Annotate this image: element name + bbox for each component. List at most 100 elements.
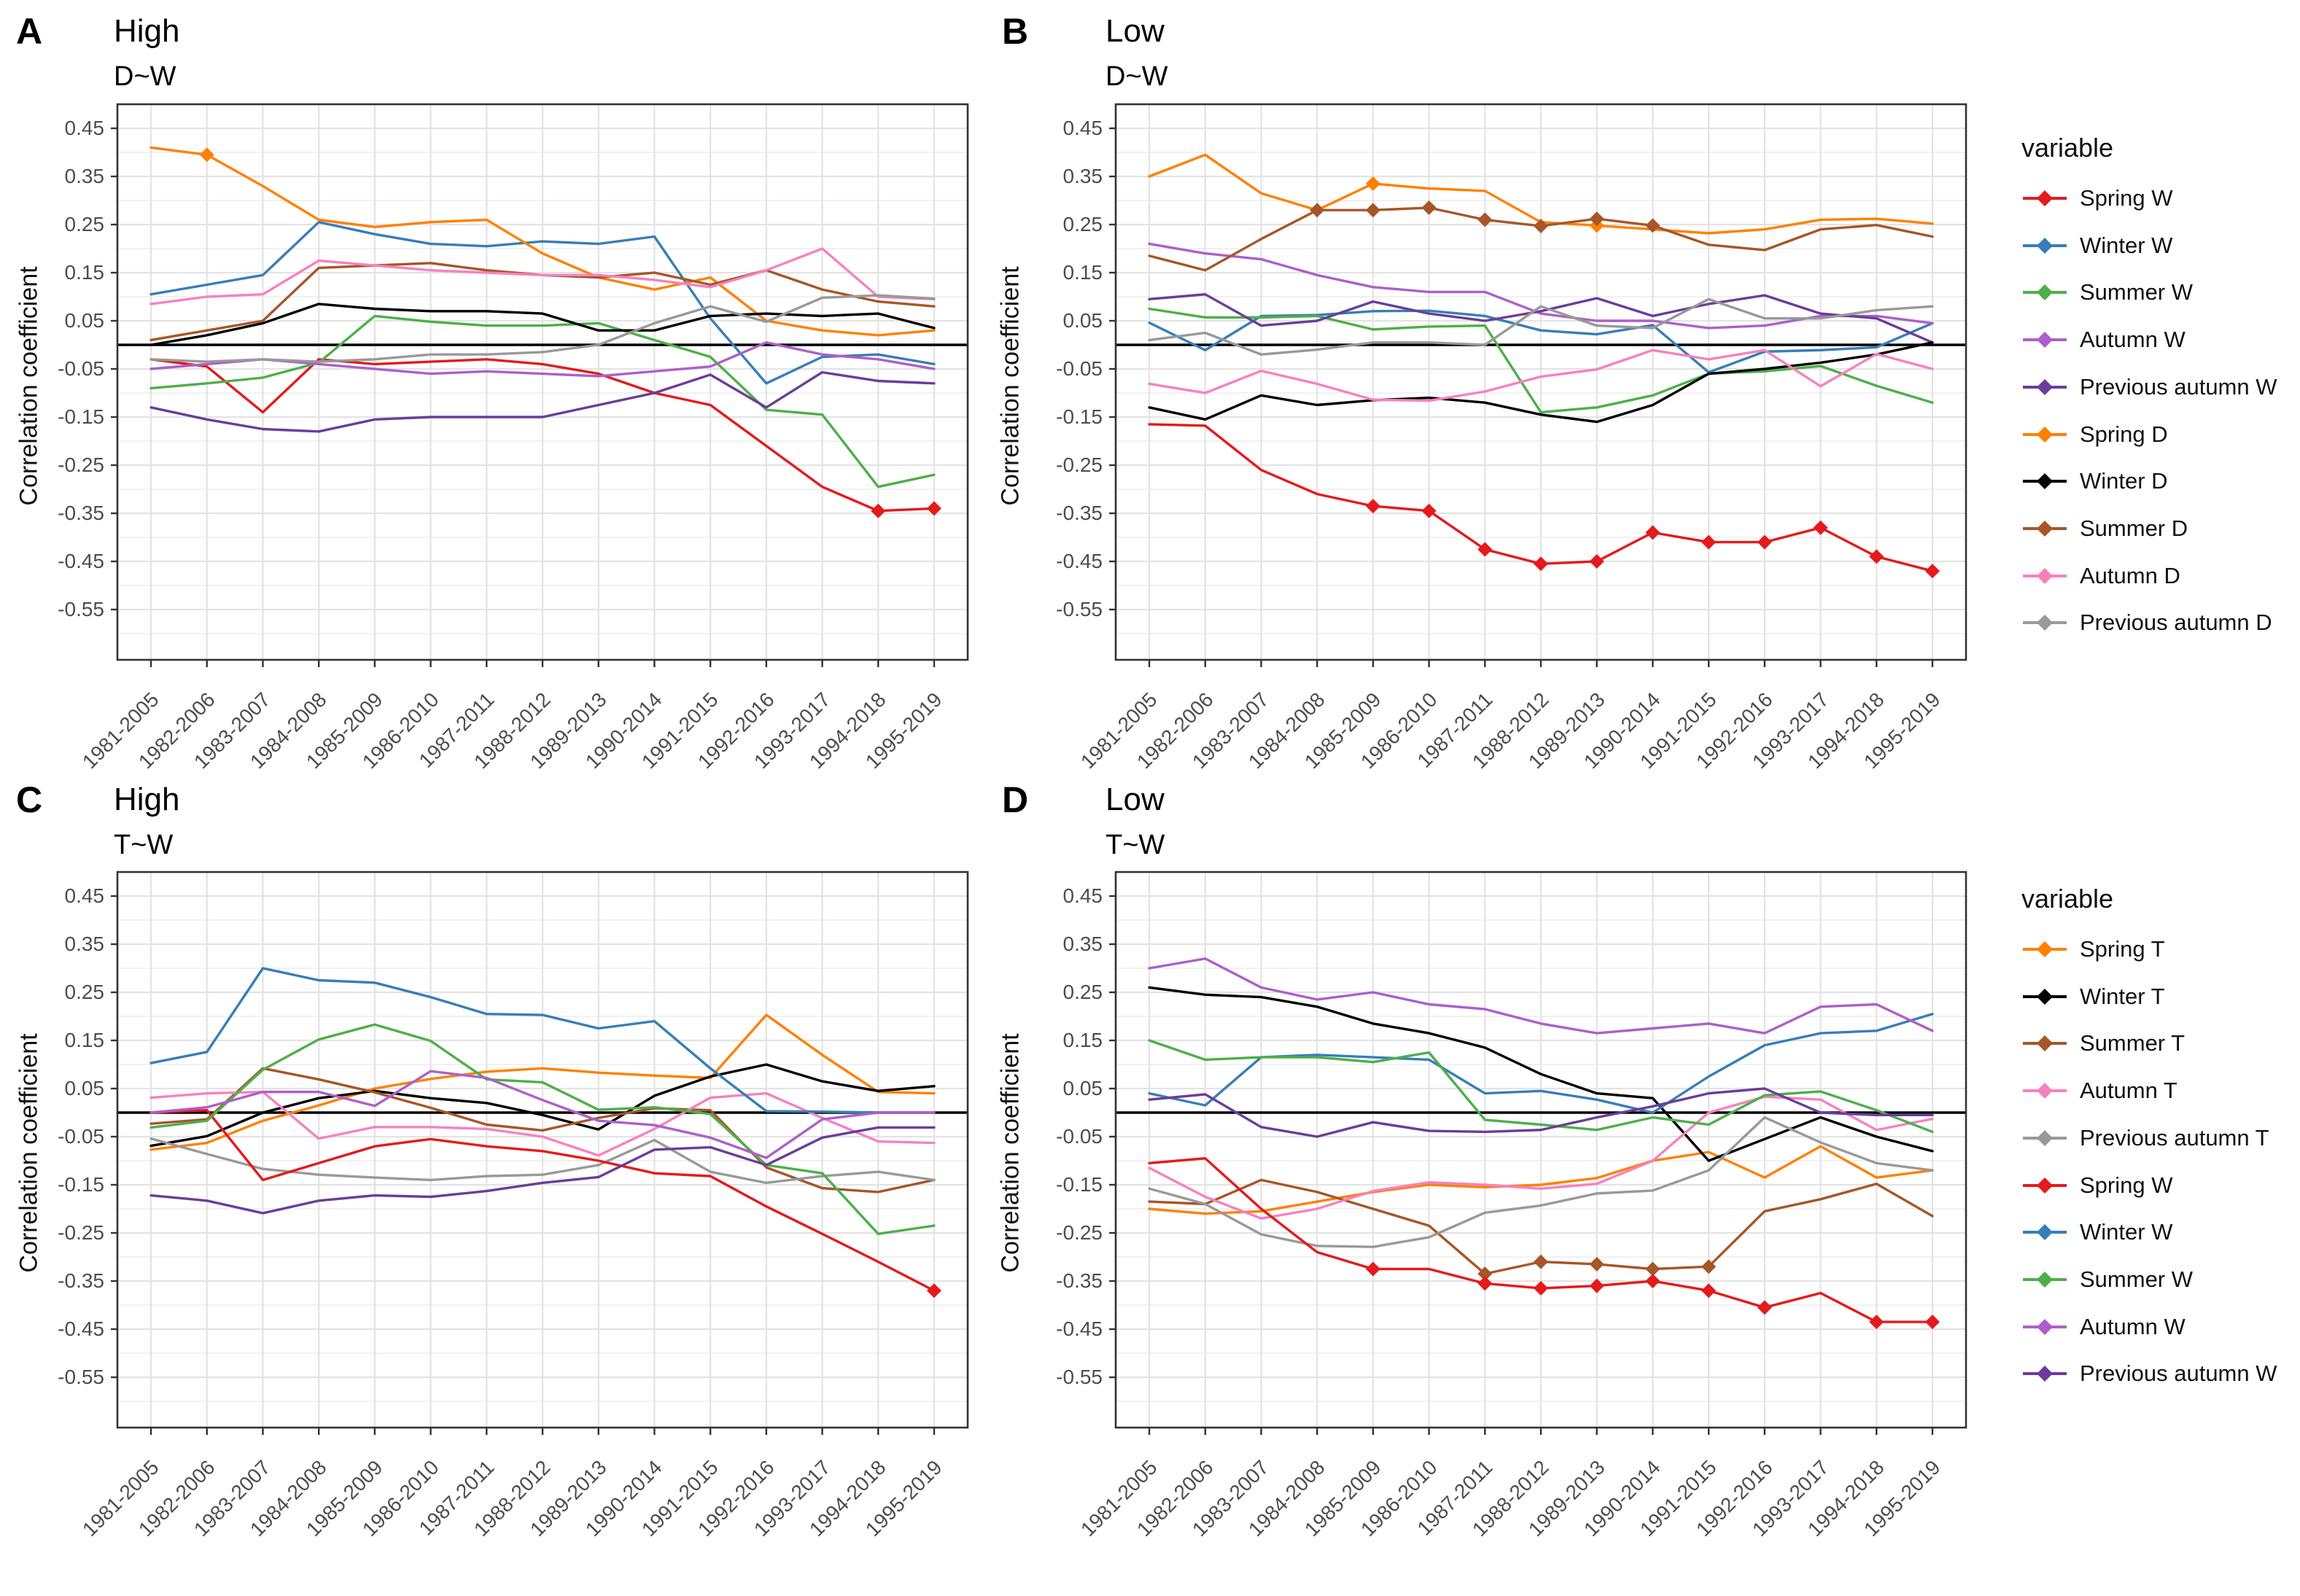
y-tick-label: -0.15 bbox=[1056, 405, 1103, 428]
legend-item-autumn-d: Autumn D bbox=[2021, 563, 2180, 589]
y-tick-label: -0.35 bbox=[1056, 502, 1103, 524]
legend-diamond-icon bbox=[2037, 1177, 2053, 1194]
series-line-winter-d bbox=[1148, 341, 1934, 424]
legend-item-label: Spring D bbox=[2080, 421, 2168, 447]
series-marker-spring-w bbox=[1645, 525, 1660, 540]
figure-root: { "figure_title": "", "ylabel": "Correla… bbox=[0, 0, 2300, 1541]
series-line-previous-autumn-d bbox=[1148, 297, 1934, 356]
legend-diamond-icon bbox=[2037, 988, 2053, 1005]
series-line-summer-t bbox=[149, 1067, 936, 1194]
legend-item-autumn-w: Autumn W bbox=[2021, 1314, 2186, 1340]
series-line-winter-w bbox=[1148, 309, 1934, 374]
y-tick-label: -0.35 bbox=[58, 1269, 104, 1292]
legend-swatch-icon bbox=[2023, 332, 2067, 349]
legend-diamond-icon bbox=[2037, 190, 2053, 206]
legend-item-autumn-w: Autumn W bbox=[2021, 327, 2186, 353]
series-marker-summer-d bbox=[1534, 218, 1548, 233]
y-tick-label: -0.15 bbox=[1056, 1173, 1103, 1196]
legend-swatch-icon bbox=[2023, 284, 2067, 301]
legend-item-spring-d: Spring D bbox=[2021, 421, 2168, 448]
y-tick-label: 0.35 bbox=[64, 933, 105, 955]
panel-a-subtitle: D~W bbox=[114, 61, 176, 92]
y-tick-label: 0.45 bbox=[64, 117, 105, 139]
legend-item-label: Autumn D bbox=[2080, 562, 2180, 588]
series-marker-spring-d bbox=[199, 147, 214, 163]
legend-swatch-icon bbox=[2023, 1318, 2067, 1335]
plot-svg-d bbox=[1109, 871, 1967, 1435]
legend-diamond-icon bbox=[2037, 1129, 2053, 1146]
y-tick-label: -0.05 bbox=[58, 1125, 104, 1148]
series-marker-spring-w bbox=[1365, 1261, 1380, 1277]
series-marker-summer-t bbox=[1589, 1256, 1604, 1272]
series-marker-summer-t bbox=[1534, 1254, 1548, 1269]
y-tick-label: 0.05 bbox=[64, 1077, 105, 1099]
y-tick-label: -0.15 bbox=[58, 405, 104, 428]
y-tick-label: 0.35 bbox=[1062, 165, 1103, 187]
series-line-previous-autumn-w bbox=[1148, 293, 1934, 344]
panel-a-letter: A bbox=[16, 11, 43, 52]
legend-swatch-icon bbox=[2023, 1129, 2067, 1146]
series-marker-spring-w bbox=[926, 501, 941, 516]
panel-d-title: Low bbox=[1106, 782, 1165, 817]
series-marker-spring-w bbox=[1645, 1274, 1660, 1288]
legend-item-winter-d: Winter D bbox=[2021, 468, 2168, 494]
legend-item-previous-autumn-t: Previous autumn T bbox=[2021, 1125, 2269, 1151]
series-line-spring-w bbox=[149, 1109, 936, 1292]
legend-diamond-icon bbox=[2037, 1271, 2053, 1288]
legend-swatch-icon bbox=[2023, 1035, 2067, 1052]
legend-item-autumn-t: Autumn T bbox=[2021, 1078, 2177, 1104]
series-marker-spring-w bbox=[871, 503, 886, 518]
legend-swatch-icon bbox=[2023, 1366, 2067, 1382]
legend-item-label: Spring T bbox=[2080, 936, 2165, 962]
legend-item-label: Previous autumn T bbox=[2080, 1124, 2269, 1151]
series-marker-summer-d bbox=[1421, 200, 1437, 215]
y-tick-label: -0.45 bbox=[1056, 1317, 1103, 1340]
y-tick-label: -0.35 bbox=[58, 502, 104, 524]
y-tick-label: -0.05 bbox=[1056, 1125, 1103, 1148]
y-tick-label: -0.45 bbox=[58, 1317, 104, 1340]
plots-container: 0.45 0.35 0.25 0.15 0.05 -0.05 -0.15 -0.25 -0.35… bbox=[0, 0, 2300, 1541]
y-tick-label: -0.15 bbox=[58, 1173, 104, 1196]
legend-diamond-icon bbox=[2037, 332, 2053, 349]
legend-item-winter-w: Winter W bbox=[2021, 233, 2172, 259]
series-marker-spring-w bbox=[1589, 1278, 1604, 1293]
y-tick-label: -0.35 bbox=[1056, 1269, 1103, 1292]
y-tick-label: 0.35 bbox=[64, 165, 105, 187]
series-line-autumn-w bbox=[1148, 957, 1934, 1035]
y-tick-label: 0.15 bbox=[64, 261, 105, 284]
legend-item-label: Spring W bbox=[2080, 185, 2173, 211]
series-marker-spring-w bbox=[1589, 554, 1604, 569]
series-line-summer-w bbox=[149, 314, 936, 488]
legend-swatch-icon bbox=[2023, 941, 2067, 957]
panel-b-letter: B bbox=[1002, 11, 1029, 52]
legend-diamond-icon bbox=[2037, 567, 2053, 584]
panel-d-subtitle: T~W bbox=[1106, 830, 1165, 860]
panel-b-title: Low bbox=[1106, 13, 1165, 49]
y-tick-label: -0.25 bbox=[58, 1221, 104, 1244]
legend-diamond-icon bbox=[2037, 426, 2053, 443]
legend-item-label: Winter W bbox=[2080, 232, 2173, 258]
legend-item-previous-autumn-w: Previous autumn W bbox=[2021, 374, 2277, 400]
legend-item-summer-w: Summer W bbox=[2021, 1266, 2193, 1293]
legend-item-previous-autumn-d: Previous autumn D bbox=[2021, 610, 2272, 636]
series-marker-summer-d bbox=[1310, 203, 1325, 218]
legend-item-label: Summer W bbox=[2080, 1266, 2193, 1292]
series-marker-spring-w bbox=[1365, 499, 1380, 514]
series-marker-spring-w bbox=[1924, 564, 1940, 579]
legend-swatch-icon bbox=[2023, 1177, 2067, 1194]
series-marker-spring-w bbox=[1534, 1280, 1548, 1296]
y-tick-label: -0.55 bbox=[58, 598, 104, 620]
series-marker-summer-d bbox=[1589, 211, 1604, 227]
legend-item-summer-w: Summer W bbox=[2021, 279, 2193, 305]
legend-swatch-icon bbox=[2023, 1083, 2067, 1099]
legend-item-label: Autumn W bbox=[2080, 1313, 2186, 1339]
legend-diamond-icon bbox=[2037, 284, 2053, 301]
series-line-spring-t bbox=[1148, 1145, 1934, 1215]
legend-item-label: Autumn W bbox=[2080, 327, 2186, 353]
y-tick-label: -0.25 bbox=[1056, 454, 1103, 476]
legend-diamond-icon bbox=[2037, 237, 2053, 254]
legend-item-label: Autumn T bbox=[2080, 1078, 2177, 1104]
panel-c-letter: C bbox=[16, 779, 43, 820]
legend-diamond-icon bbox=[2037, 378, 2053, 395]
series-line-summer-w bbox=[149, 1023, 936, 1236]
